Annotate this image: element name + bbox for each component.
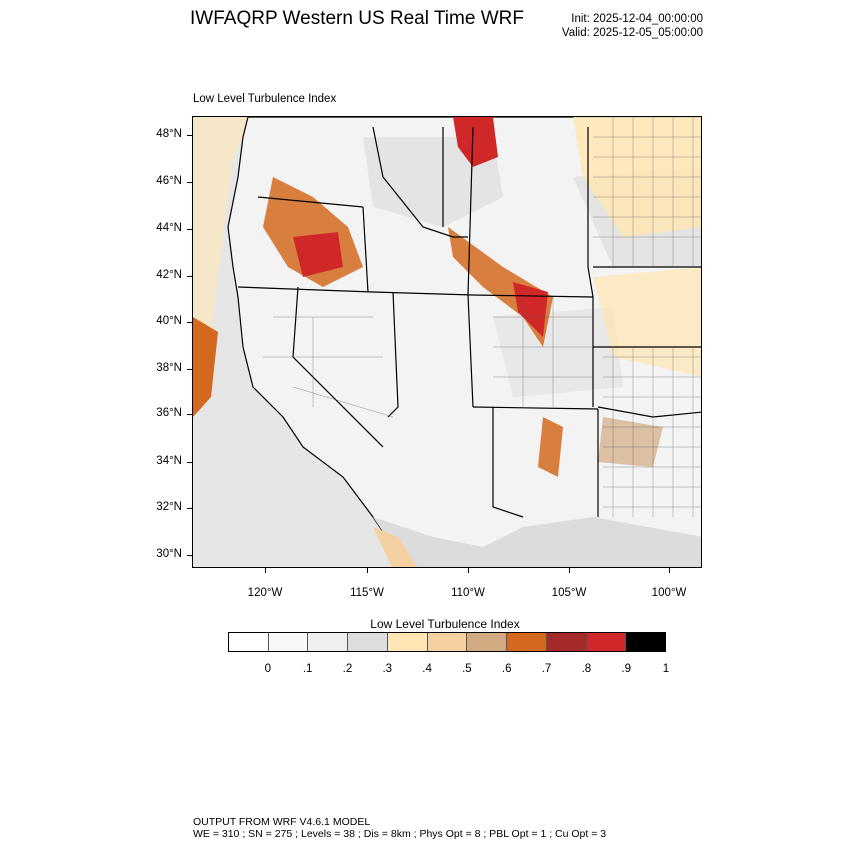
colorbar-tick-label: .8	[581, 663, 592, 675]
lat-tick	[187, 414, 192, 415]
high-zone-new-mexico	[538, 417, 563, 477]
colorbar-box	[427, 633, 468, 651]
footer-line-2: WE = 310 ; SN = 275 ; Levels = 38 ; Dis …	[193, 828, 607, 840]
county-boundaries	[263, 117, 701, 517]
colorbar-box	[626, 633, 666, 651]
lat-label: 34°N	[156, 455, 182, 467]
lat-tick	[187, 322, 192, 323]
colorbar-tick-label: .6	[501, 663, 512, 675]
lat-tick	[187, 182, 192, 183]
colorbar-title: Low Level Turbulence Index	[370, 617, 520, 631]
colorbar-tick-label: .4	[422, 663, 432, 675]
lat-label: 30°N	[156, 548, 182, 560]
lon-tick	[669, 568, 670, 573]
colorbar-box	[387, 633, 428, 651]
colorbar-tick-label: .9	[621, 663, 631, 675]
lat-label: 40°N	[156, 315, 182, 327]
lat-tick	[187, 135, 192, 136]
colorbar-tick-label: .5	[462, 663, 472, 675]
lon-tick	[468, 568, 469, 573]
colorbar-tick-label: .7	[541, 663, 552, 675]
colorbar-box	[586, 633, 627, 651]
init-time: Init: 2025-12-04_00:00:00	[571, 13, 703, 25]
field-label: Low Level Turbulence Index	[193, 93, 337, 105]
state-boundaries	[237, 126, 701, 518]
colorbar-box	[348, 633, 388, 651]
colorbar-tick-label: .3	[382, 663, 393, 675]
valid-time: Valid: 2025-12-05_05:00:00	[561, 27, 703, 39]
lon-label: 110°W	[451, 587, 485, 599]
gray-patch-3	[493, 307, 623, 397]
lon-label: 100°W	[651, 587, 687, 599]
lat-tick	[187, 508, 192, 509]
lat-label: 48°N	[156, 128, 182, 140]
lon-label: 120°W	[247, 587, 283, 599]
model-footer: OUTPUT FROM WRF V4.6.1 MODEL WE = 310 ; …	[193, 816, 606, 840]
lon-tick	[265, 568, 266, 573]
peak-zone-montana	[453, 117, 498, 167]
lon-tick	[367, 568, 368, 573]
lat-label: 38°N	[156, 362, 182, 374]
colorbar-box	[546, 633, 587, 651]
lat-tick	[187, 276, 192, 277]
init-valid-times: Init: 2025-12-04_00:00:00 Valid: 2025-12…	[562, 12, 703, 40]
colorbar-tick-label: .2	[342, 663, 353, 675]
baja-shading	[373, 527, 417, 567]
lat-label: 44°N	[156, 222, 182, 234]
colorbar-box	[229, 633, 269, 651]
lon-label: 105°W	[551, 587, 587, 599]
colorbar-box	[308, 633, 349, 651]
peak-zone-oregon	[293, 232, 343, 277]
tan-area-3	[598, 417, 663, 467]
lat-tick	[187, 462, 192, 463]
plot-title: IWFAQRP Western US Real Time WRF	[190, 8, 524, 29]
lat-label: 42°N	[156, 269, 182, 281]
colorbar-tick-label: 0	[264, 663, 272, 675]
colorbar-tick-label: .1	[302, 663, 313, 675]
tan-area-2	[593, 267, 701, 377]
lat-tick	[187, 369, 192, 370]
lat-label: 46°N	[156, 175, 182, 187]
colorbar	[228, 632, 666, 652]
colorbar-box	[507, 633, 547, 651]
colorbar-box	[268, 633, 309, 651]
offshore-band	[193, 317, 218, 417]
map-plot	[192, 116, 702, 568]
lon-label: 115°W	[350, 587, 384, 599]
colorbar-box	[467, 633, 508, 651]
lon-tick	[569, 568, 570, 573]
turbulence-map	[193, 117, 701, 567]
lat-label: 32°N	[156, 501, 182, 513]
lat-label: 36°N	[156, 407, 182, 419]
lat-tick	[187, 229, 192, 230]
mexico-area	[373, 517, 701, 567]
footer-line-1: OUTPUT FROM WRF V4.6.1 MODEL	[193, 816, 371, 828]
colorbar-tick-label: 1	[662, 663, 670, 675]
lat-tick	[187, 555, 192, 556]
